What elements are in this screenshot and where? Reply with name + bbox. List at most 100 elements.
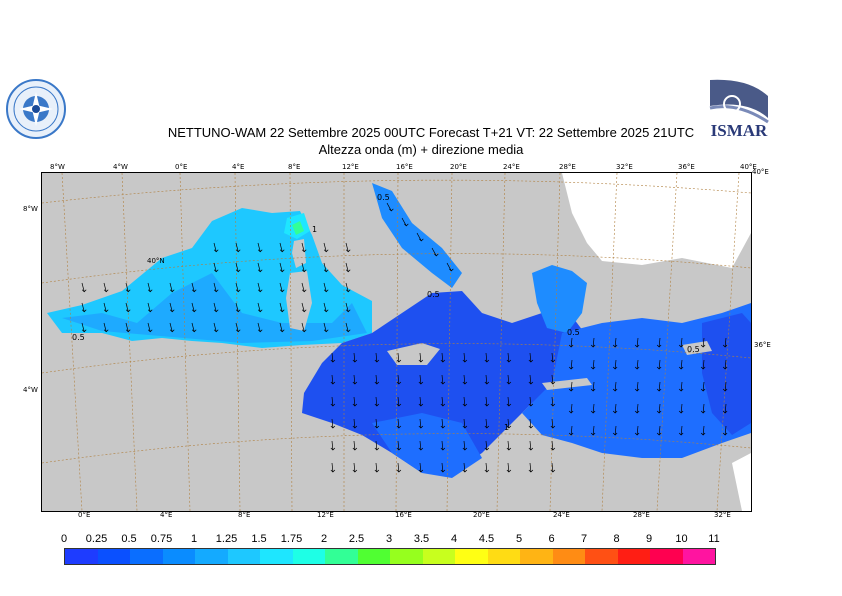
direction-arrow	[724, 337, 727, 347]
direction-arrowhead	[81, 329, 87, 333]
direction-arrow	[169, 322, 173, 332]
direction-arrow	[353, 396, 356, 406]
direction-arrowhead	[612, 432, 618, 436]
direction-arrowhead	[528, 359, 534, 363]
direction-arrowhead	[678, 344, 684, 348]
direction-arrowhead	[656, 410, 662, 414]
direction-arrowhead	[352, 447, 358, 451]
colorbar-cell	[195, 549, 228, 564]
direction-arrowhead	[323, 289, 329, 293]
lon-tick: 24°E	[503, 163, 520, 171]
direction-arrow	[103, 282, 107, 292]
direction-arrowhead	[147, 329, 153, 333]
direction-arrowhead	[103, 309, 109, 313]
direction-arrowhead	[590, 432, 596, 436]
direction-arrow	[485, 440, 488, 450]
colorbar-label: 1.75	[280, 533, 303, 545]
direction-arrowhead	[484, 381, 490, 385]
direction-arrow	[702, 425, 705, 435]
direction-arrow	[551, 462, 554, 472]
direction-arrowhead	[484, 447, 490, 451]
direction-arrowhead	[700, 388, 706, 392]
direction-arrow	[125, 322, 129, 332]
direction-arrow	[419, 418, 422, 428]
lat-tick: 4°W	[23, 386, 38, 394]
colorbar-label: 3.5	[413, 533, 430, 545]
lon-tick: 28°E	[633, 511, 650, 519]
direction-arrow	[147, 302, 151, 312]
direction-arrow	[323, 322, 327, 332]
direction-arrowhead	[125, 309, 131, 313]
direction-arrow	[235, 262, 239, 272]
direction-arrowhead	[722, 344, 728, 348]
direction-arrow	[213, 282, 217, 292]
direction-arrow	[345, 302, 349, 312]
colorbar-cell	[97, 549, 130, 564]
direction-arrow	[441, 374, 444, 384]
direction-arrow	[441, 440, 444, 450]
direction-arrowhead	[550, 425, 556, 429]
sea-ionian	[302, 291, 592, 473]
colorbar-label: 3	[385, 533, 393, 545]
direction-arrowhead	[418, 425, 424, 429]
direction-arrow	[441, 418, 444, 428]
lon-tick: 36°E	[678, 163, 695, 171]
direction-arrowhead	[419, 238, 424, 242]
direction-arrowhead	[191, 329, 197, 333]
direction-arrowhead	[396, 425, 402, 429]
colorbar-label: 2	[320, 533, 328, 545]
colorbar-label: 7	[580, 533, 588, 545]
direction-arrowhead	[323, 269, 329, 273]
lon-tick: 4°E	[160, 511, 173, 519]
direction-arrow	[386, 202, 392, 212]
direction-arrowhead	[550, 447, 556, 451]
direction-arrowhead	[235, 309, 241, 313]
direction-arrow	[345, 282, 349, 292]
direction-arrow	[463, 396, 466, 406]
direction-arrowhead	[330, 425, 336, 429]
direction-arrowhead	[449, 268, 454, 272]
direction-arrow	[551, 352, 554, 362]
colorbar-label: 4.5	[478, 533, 495, 545]
direction-arrowhead	[568, 344, 574, 348]
direction-arrowhead	[506, 469, 512, 473]
direction-arrowhead	[462, 403, 468, 407]
colorbar-cell	[357, 549, 390, 564]
direction-arrowhead	[440, 425, 446, 429]
direction-arrow	[636, 425, 639, 435]
lat-tick: 36°E	[754, 341, 771, 349]
direction-arrowhead	[396, 381, 402, 385]
lon-tick: 8°E	[288, 163, 301, 171]
lon-tick: 12°E	[342, 163, 359, 171]
map-title: NETTUNO-WAM 22 Settembre 2025 00UTC Fore…	[167, 125, 695, 140]
lon-tick: 40°E	[740, 163, 757, 171]
direction-arrow	[680, 403, 683, 413]
graticule	[42, 173, 751, 511]
direction-arrowhead	[396, 359, 402, 363]
direction-arrowhead	[396, 447, 402, 451]
direction-arrow	[169, 302, 173, 312]
land-outside-domain-se	[732, 453, 751, 511]
direction-arrow	[507, 374, 510, 384]
direction-arrowhead	[462, 447, 468, 451]
direction-arrowhead	[506, 403, 512, 407]
direction-arrow	[658, 359, 661, 369]
direction-arrowhead	[257, 249, 263, 253]
direction-arrow	[213, 302, 217, 312]
direction-arrowhead	[396, 403, 402, 407]
direction-arrow	[257, 302, 261, 312]
direction-arrowhead	[440, 359, 446, 363]
direction-arrow	[680, 425, 683, 435]
contour-label: 0.5	[72, 333, 85, 342]
direction-arrow	[507, 418, 510, 428]
direction-arrow	[529, 418, 532, 428]
direction-arrow	[702, 403, 705, 413]
direction-arrowhead	[656, 344, 662, 348]
direction-arrowhead	[590, 388, 596, 392]
wave-direction-arrows	[81, 202, 728, 473]
direction-arrowhead	[590, 366, 596, 370]
direction-arrow	[507, 396, 510, 406]
direction-arrowhead	[506, 447, 512, 451]
direction-arrow	[147, 282, 151, 292]
direction-arrow	[658, 381, 661, 391]
